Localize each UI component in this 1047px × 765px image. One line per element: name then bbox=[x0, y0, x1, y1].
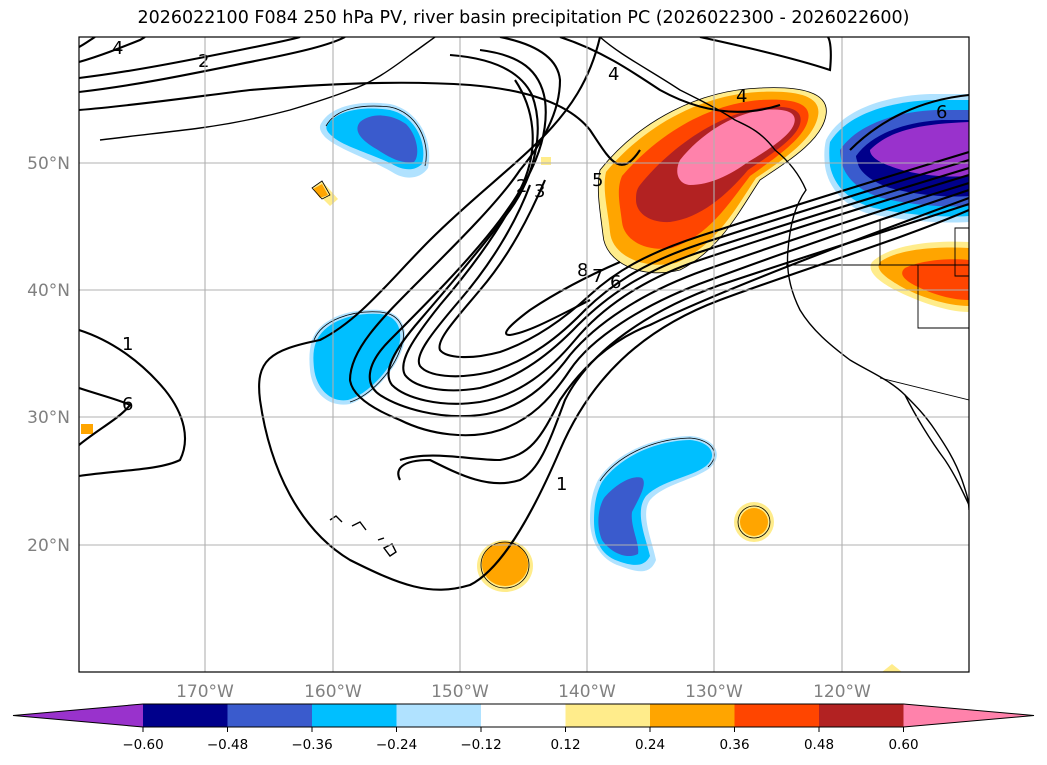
colorbar-tick-label: −0.48 bbox=[207, 737, 248, 753]
latitude-labels: 50°N 40°N 30°N 20°N bbox=[27, 154, 70, 556]
contour-label: 7 bbox=[592, 266, 603, 287]
colorbar-tick-label: 0.24 bbox=[635, 737, 665, 753]
positive-anomaly-dot-2 bbox=[81, 424, 93, 434]
contour-label: 2 bbox=[198, 51, 209, 72]
lat-label-20n: 20°N bbox=[27, 536, 70, 556]
colorbar-extend-min bbox=[13, 704, 143, 727]
lat-label-30n: 30°N bbox=[27, 408, 70, 428]
colorbar-tick-label: −0.60 bbox=[122, 737, 163, 753]
contour-label: 4 bbox=[736, 86, 747, 107]
colorbar-segment bbox=[819, 704, 904, 727]
contour-label: 5 bbox=[592, 170, 603, 191]
contour-label: 4 bbox=[608, 64, 619, 85]
lat-label-50n: 50°N bbox=[27, 154, 70, 174]
lon-label-170w: 170°W bbox=[176, 682, 234, 702]
colorbar-segment bbox=[481, 704, 566, 727]
contour-label: 1 bbox=[122, 334, 133, 355]
lon-label-140w: 140°W bbox=[558, 682, 616, 702]
colorbar-segment bbox=[228, 704, 313, 727]
longitude-labels: 170°W 160°W 150°W 140°W 130°W 120°W bbox=[176, 682, 871, 702]
colorbar-tick-label: 0.12 bbox=[550, 737, 580, 753]
colorbar-segment bbox=[397, 704, 482, 727]
contour-label: 6 bbox=[936, 102, 947, 123]
colorbar-segment bbox=[650, 704, 735, 727]
lon-label-160w: 160°W bbox=[304, 682, 362, 702]
positive-anomaly-hawaii-024 bbox=[482, 542, 528, 586]
positive-anomaly-dot-4 bbox=[541, 157, 551, 165]
colorbar-tick-label: 0.48 bbox=[804, 737, 834, 753]
colorbar-tick-label: −0.36 bbox=[291, 737, 332, 753]
colorbar: −0.60 −0.48 −0.36 −0.24 −0.12 0.12 0.24 0.36 0.4… bbox=[13, 704, 1034, 753]
colorbar-segment bbox=[566, 704, 651, 727]
colorbar-segment bbox=[312, 704, 397, 727]
contour-label: 2 bbox=[516, 176, 527, 197]
contour-label: 3 bbox=[534, 181, 545, 202]
colorbar-extend-max bbox=[904, 704, 1035, 727]
colorbar-tick-label: 0.60 bbox=[888, 737, 918, 753]
contour-label: 4 bbox=[112, 38, 123, 59]
lat-label-40n: 40°N bbox=[27, 281, 70, 301]
colorbar-tick-label: −0.24 bbox=[376, 737, 417, 753]
lon-label-130w: 130°W bbox=[685, 682, 743, 702]
lon-label-150w: 150°W bbox=[431, 682, 489, 702]
colorbar-segment bbox=[735, 704, 820, 727]
contour-label: 1 bbox=[556, 474, 567, 495]
colorbar-tick-label: −0.12 bbox=[460, 737, 501, 753]
lon-label-120w: 120°W bbox=[813, 682, 871, 702]
map-figure: 4 2 3 5 4 4 6 8 7 6 1 2 1 6 bbox=[0, 0, 1047, 765]
colorbar-segment bbox=[143, 704, 228, 727]
contour-label: 6 bbox=[122, 394, 133, 415]
positive-anomaly-small-1-024 bbox=[740, 508, 768, 536]
colorbar-tick-label: 0.36 bbox=[719, 737, 749, 753]
